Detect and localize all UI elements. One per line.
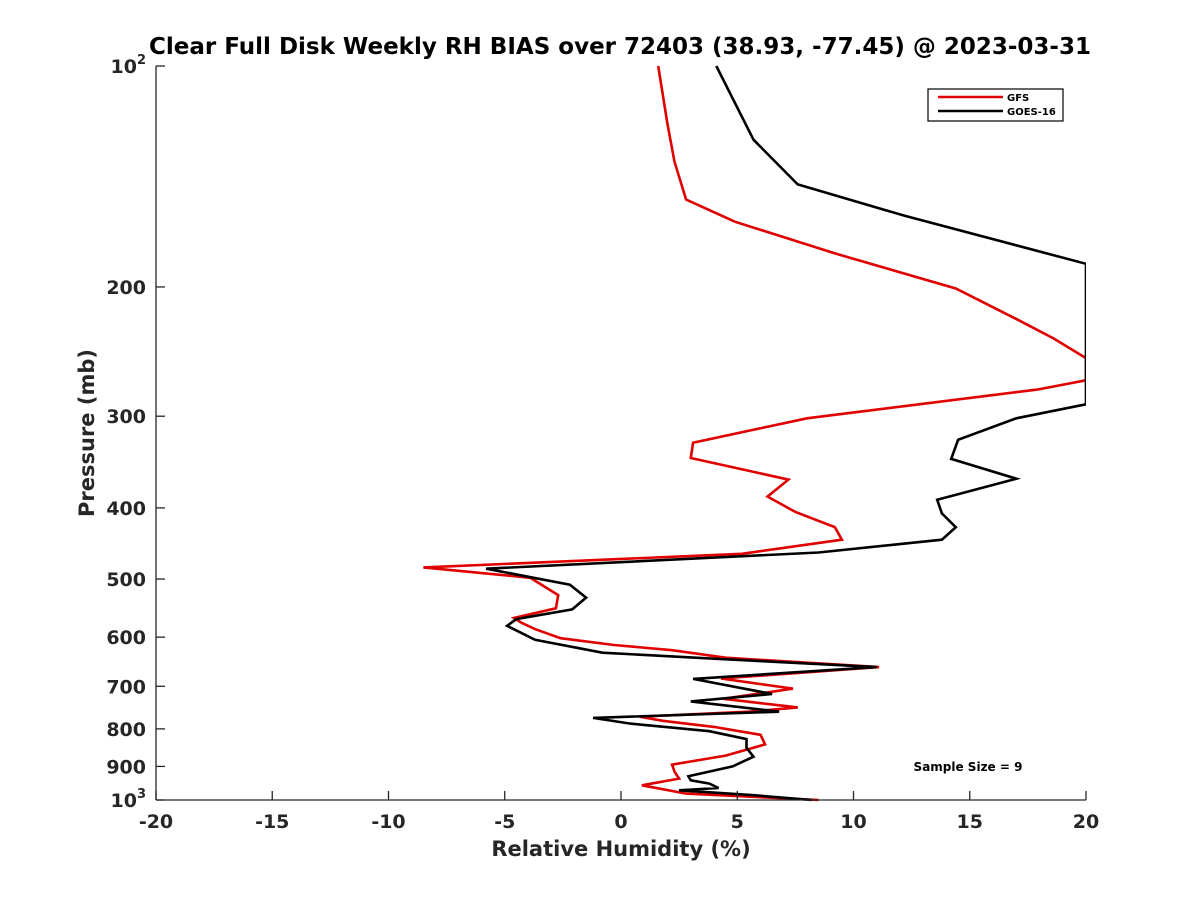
plot-area <box>156 66 1086 800</box>
legend-label-gfs: GFS <box>1007 93 1029 104</box>
y-axis-label: Pressure (mb) <box>75 349 99 517</box>
x-tick-label: -10 <box>371 811 405 833</box>
legend-label-goes16: GOES-16 <box>1007 107 1056 118</box>
x-tick-label: 5 <box>731 811 744 833</box>
series-line-gfs <box>423 65 1086 802</box>
y-tick-label: 200 <box>106 277 146 299</box>
sample-size-annotation: Sample Size = 9 <box>914 760 1023 774</box>
legend-box <box>927 88 1064 122</box>
y-tick-label: 800 <box>106 719 146 741</box>
x-tick-label: -5 <box>494 811 515 833</box>
series-layer <box>423 65 1086 802</box>
x-tick-label: 0 <box>614 811 627 833</box>
x-axis-label: Relative Humidity (%) <box>491 837 750 861</box>
x-tick-label: 10 <box>840 811 866 833</box>
y-tick-label: 900 <box>106 756 146 778</box>
x-tick-label: 15 <box>957 811 983 833</box>
y-tick-label: 102 <box>111 53 147 78</box>
y-tick-label: 103 <box>111 787 147 812</box>
x-tick-label: -15 <box>255 811 289 833</box>
y-tick-label: 300 <box>106 406 146 428</box>
series-line-goes16 <box>485 65 1086 802</box>
y-tick-labels: 102 200 300 400 500 600 700 800 900 103 <box>106 53 146 812</box>
y-tick-label: 600 <box>106 627 146 649</box>
x-tick-label: -20 <box>139 811 173 833</box>
x-tick-labels: -20 -15 -10 -5 0 5 10 15 20 <box>139 811 1099 833</box>
y-tick-label: 400 <box>106 498 146 520</box>
y-tick-label: 500 <box>106 569 146 591</box>
chart-title: Clear Full Disk Weekly RH BIAS over 7240… <box>149 34 1091 60</box>
y-tick-label: 700 <box>106 676 146 698</box>
x-tick-label: 20 <box>1073 811 1099 833</box>
axes-layer <box>155 65 1087 801</box>
legend[interactable]: GFS GOES-16 <box>927 88 1064 122</box>
